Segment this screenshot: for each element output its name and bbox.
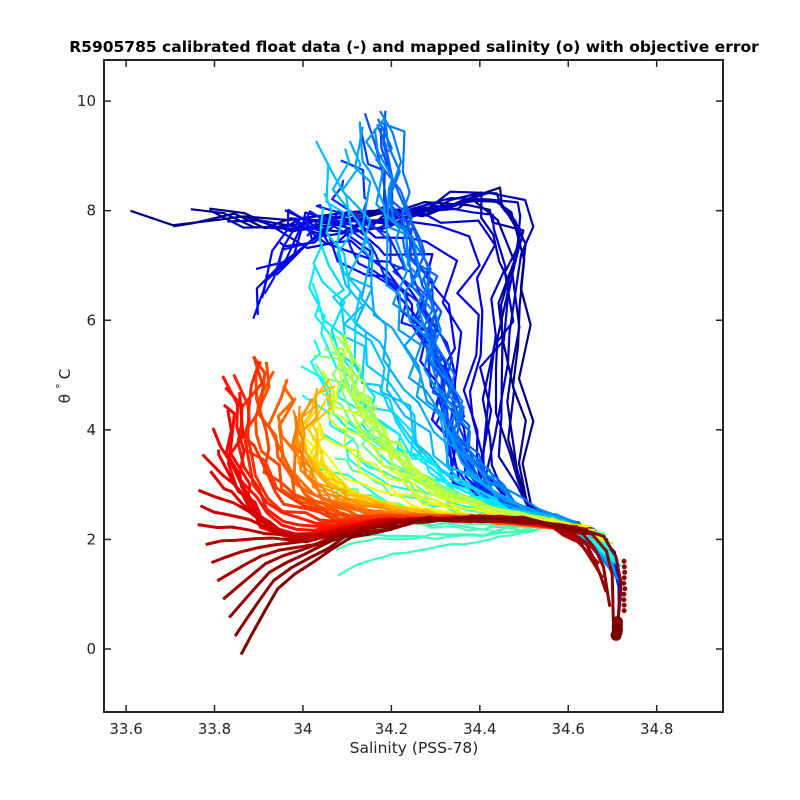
x-tick-label: 34: [293, 720, 312, 738]
plot-frame: [103, 59, 724, 713]
mapped-salinity-point: [621, 575, 627, 581]
series-lines: [130, 110, 623, 656]
mapped-salinity-point: [621, 580, 627, 586]
y-tick-label: 10: [77, 92, 96, 110]
x-axis-ticks: 33.6 33.8 34 34.2 34.4 34.6 34.8: [109, 60, 673, 738]
y-tick-label: 8: [86, 202, 96, 220]
mapped-salinity-point: [621, 564, 627, 570]
mapped-salinity-point: [622, 586, 628, 592]
y-axis-label-degree: °: [54, 383, 67, 389]
mapped-salinity-point: [611, 616, 623, 628]
y-tick-label: 4: [86, 421, 96, 439]
profile-line: [373, 128, 617, 576]
y-axis-ticks: 0 2 4 6 8 10: [77, 92, 723, 658]
mapped-salinity-point: [621, 602, 627, 608]
x-tick-label: 34.8: [640, 720, 673, 738]
mapped-salinity-point: [621, 608, 627, 614]
y-axis-label-symbol: θ: [56, 394, 74, 403]
x-tick-label: 33.6: [109, 720, 142, 738]
plot-area: [104, 60, 723, 712]
x-tick-label: 33.8: [198, 720, 231, 738]
y-axis-label-unit: C: [56, 369, 74, 380]
x-tick-label: 34.4: [463, 720, 496, 738]
x-axis-label: Salinity (PSS-78): [350, 739, 479, 757]
mapped-salinity-point: [621, 558, 627, 564]
x-tick-label: 34.6: [552, 720, 585, 738]
y-tick-label: 6: [86, 311, 96, 329]
mapped-salinity-point: [621, 597, 627, 603]
mapped-salinity-point: [621, 591, 627, 597]
y-tick-label: 2: [86, 530, 96, 548]
mapped-points: [610, 558, 628, 641]
profile-line: [331, 148, 614, 565]
profile-line: [239, 515, 623, 656]
y-tick-label: 0: [86, 640, 96, 658]
y-axis-label: θ ° C: [54, 369, 74, 404]
x-tick-label: 34.2: [375, 720, 408, 738]
chart-title: R5905785 calibrated float data (-) and m…: [69, 38, 759, 56]
mapped-salinity-point: [622, 569, 628, 575]
